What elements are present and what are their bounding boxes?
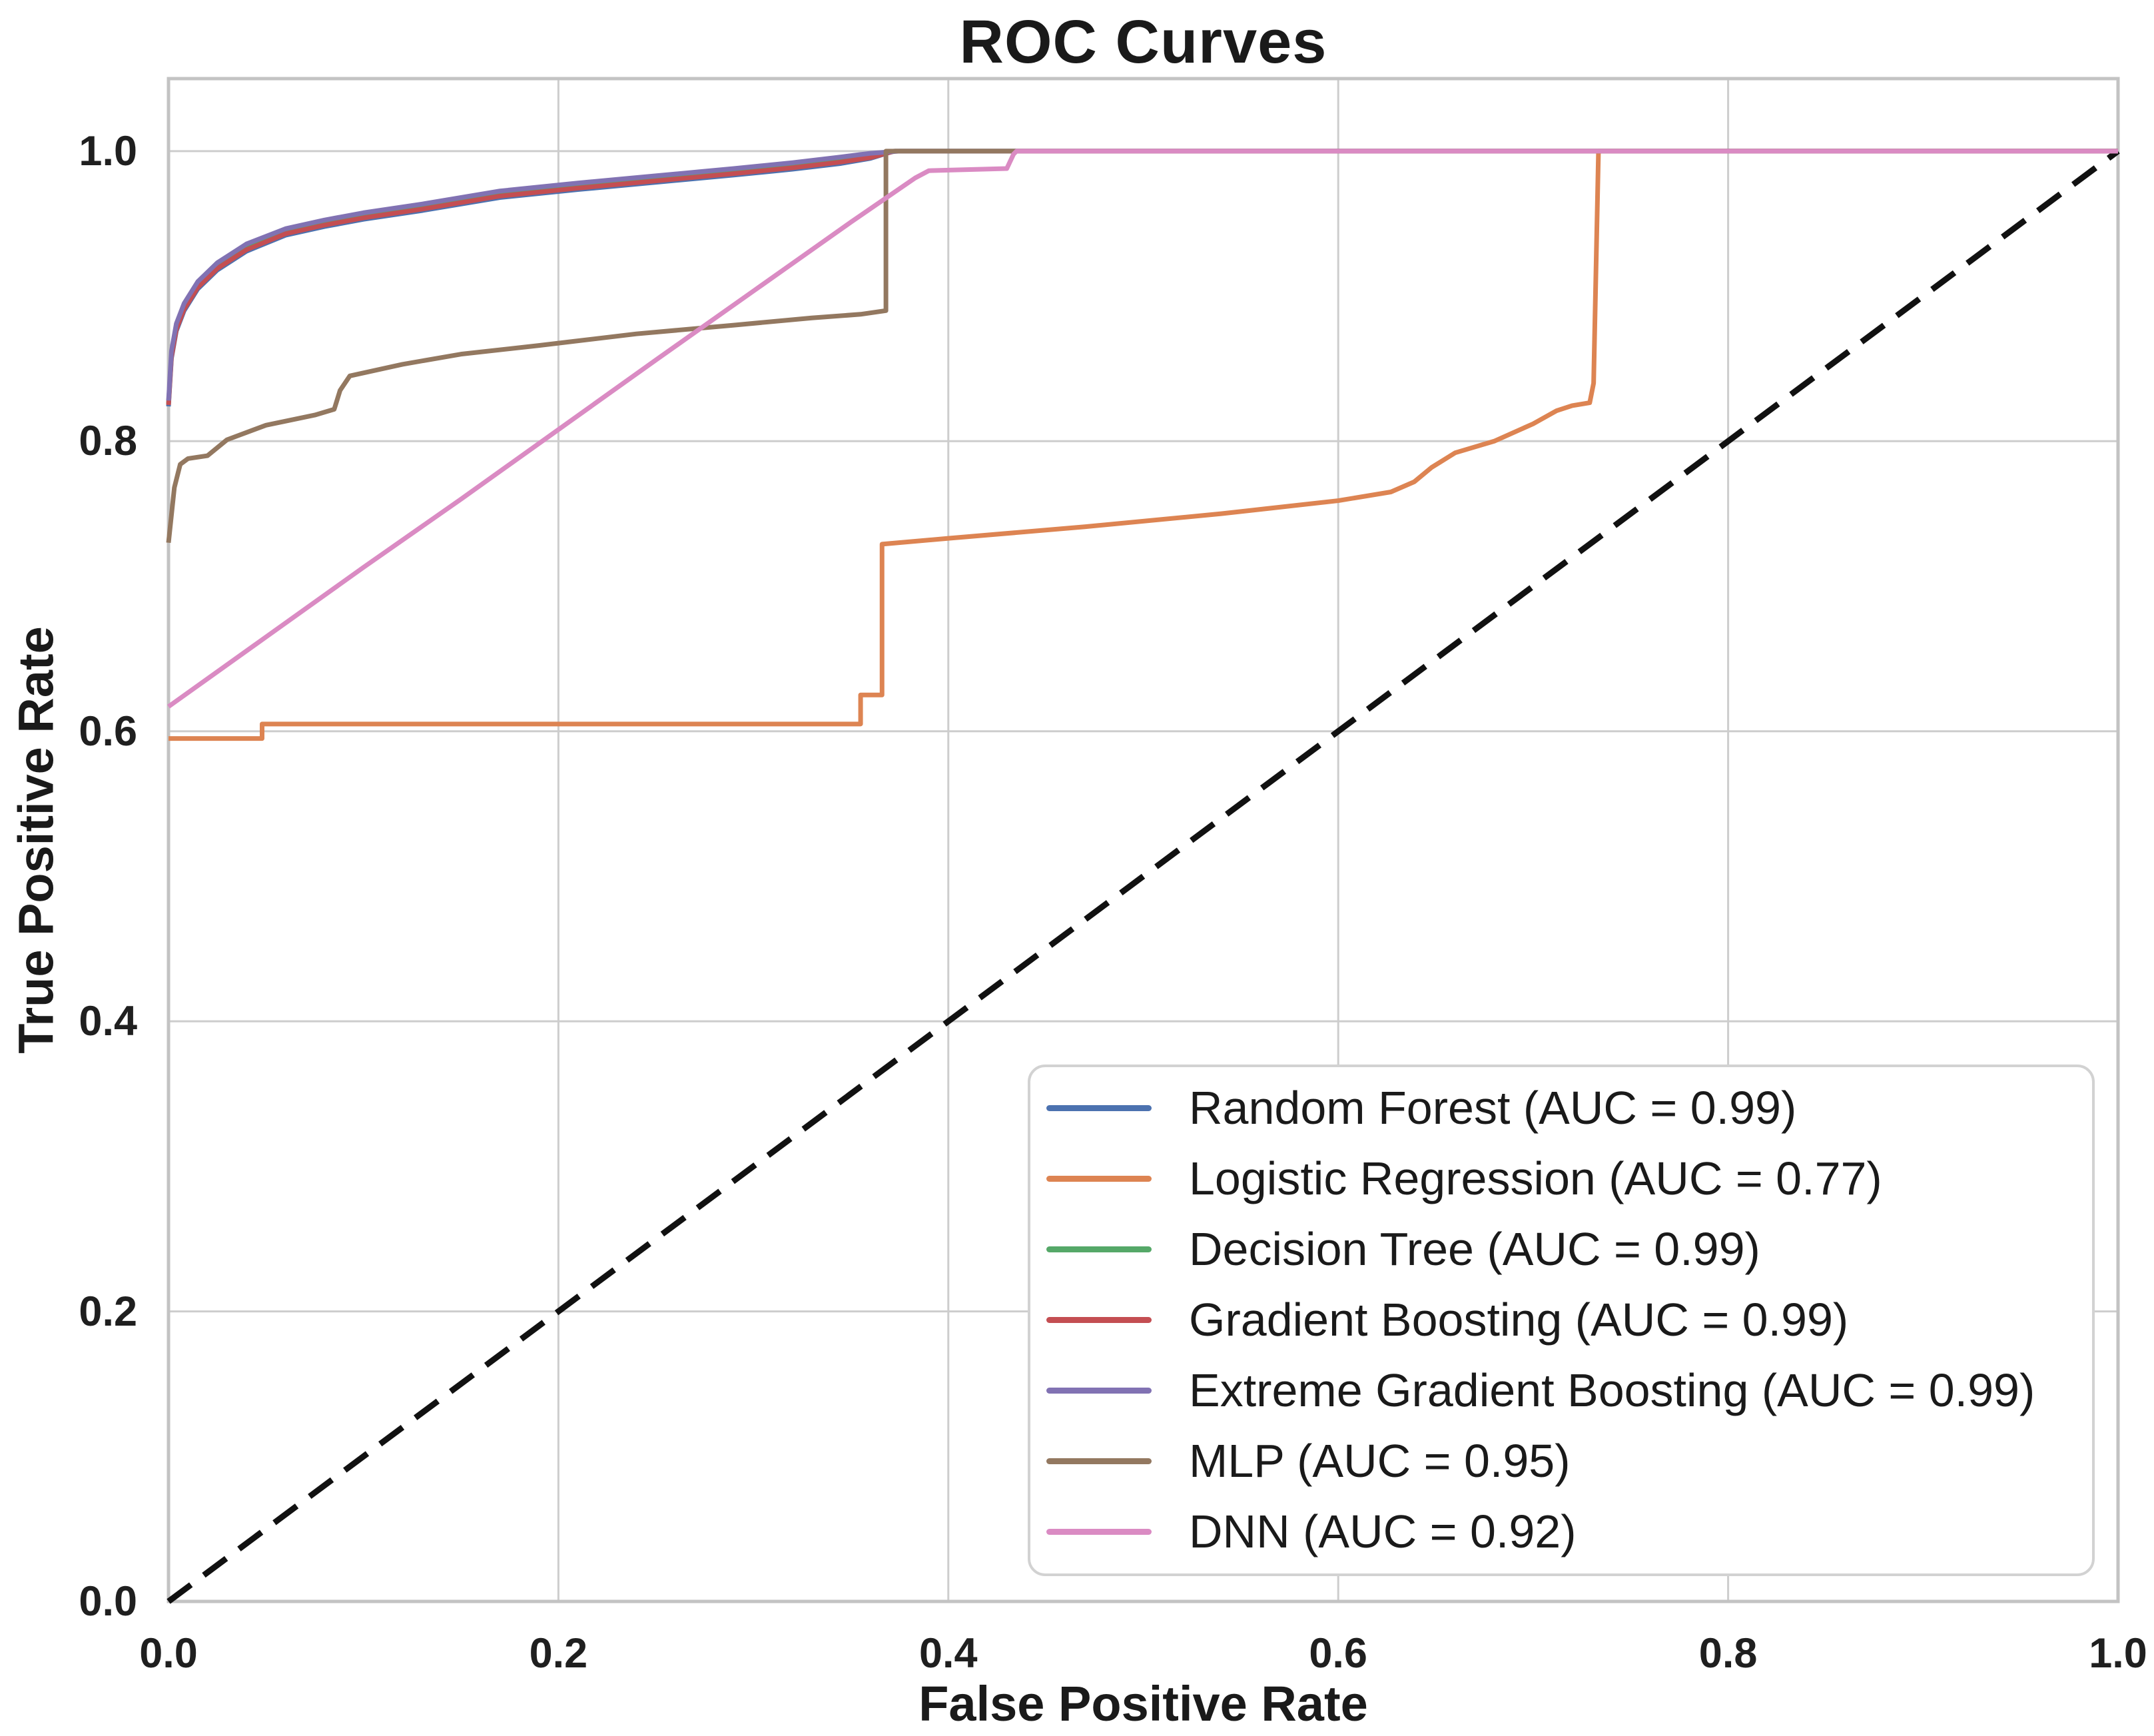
x-tick-label: 0.0 xyxy=(139,1630,198,1677)
legend: Random Forest (AUC = 0.99) Logistic Regre… xyxy=(1028,1065,2095,1576)
legend-label: Extreme Gradient Boosting (AUC = 0.99) xyxy=(1189,1364,2035,1416)
legend-entry-decision-tree: Decision Tree (AUC = 0.99) xyxy=(1030,1214,2092,1284)
x-tick-label: 0.8 xyxy=(1698,1630,1758,1677)
legend-entry-logistic-regression: Logistic Regression (AUC = 0.77) xyxy=(1030,1143,2092,1214)
legend-swatch-extreme-gradient-boosting xyxy=(1046,1387,1152,1394)
legend-swatch-dnn xyxy=(1046,1528,1152,1535)
roc-curve-extreme-gradient-boosting xyxy=(166,149,2118,401)
legend-label: Gradient Boosting (AUC = 0.99) xyxy=(1189,1294,1849,1346)
plot-spines xyxy=(167,77,2120,1603)
x-tick-label: 0.6 xyxy=(1309,1630,1367,1677)
y-axis-label-text: True Positive Rate xyxy=(8,626,64,1054)
legend-swatch-mlp xyxy=(1046,1458,1152,1464)
y-tick-label: 0.0 xyxy=(79,1578,137,1625)
legend-entry-mlp: MLP (AUC = 0.95) xyxy=(1030,1426,2092,1496)
legend-entry-extreme-gradient-boosting: Extreme Gradient Boosting (AUC = 0.99) xyxy=(1030,1355,2092,1426)
roc-curve-logistic-regression xyxy=(169,149,2118,741)
x-axis-label: False Positive Rate xyxy=(918,1676,1368,1731)
y-tick-label: 0.6 xyxy=(79,707,137,755)
legend-label: DNN (AUC = 0.92) xyxy=(1189,1506,1577,1557)
legend-label: Decision Tree (AUC = 0.99) xyxy=(1189,1223,1760,1275)
chart-title: ROC Curves xyxy=(959,8,1327,76)
x-tick-label: 0.2 xyxy=(529,1630,588,1677)
legend-label: Logistic Regression (AUC = 0.77) xyxy=(1189,1152,1882,1204)
y-tick-label: 0.4 xyxy=(79,998,137,1045)
legend-entry-gradient-boosting: Gradient Boosting (AUC = 0.99) xyxy=(1030,1284,2092,1355)
roc-curve-mlp xyxy=(166,149,2118,544)
roc-curve-dnn xyxy=(167,149,2118,709)
legend-swatch-gradient-boosting xyxy=(1046,1316,1152,1323)
legend-swatch-logistic-regression xyxy=(1046,1175,1152,1182)
legend-entry-random-forest: Random Forest (AUC = 0.99) xyxy=(1030,1073,2092,1143)
y-tick-label: 1.0 xyxy=(79,127,137,175)
legend-swatch-random-forest xyxy=(1046,1104,1152,1111)
legend-entry-dnn: DNN (AUC = 0.92) xyxy=(1030,1496,2092,1567)
y-tick-label: 0.8 xyxy=(79,418,137,465)
y-tick-label: 0.2 xyxy=(79,1288,137,1335)
roc-curve-gradient-boosting xyxy=(166,149,2118,406)
x-tick-label: 0.4 xyxy=(919,1630,978,1677)
legend-label: Random Forest (AUC = 0.99) xyxy=(1189,1082,1797,1134)
roc-curve-random-forest xyxy=(166,149,2118,407)
chance-diagonal xyxy=(167,149,2120,1604)
legend-swatch-decision-tree xyxy=(1046,1246,1152,1252)
legend-label: MLP (AUC = 0.95) xyxy=(1189,1435,1571,1487)
x-tick-label: 1.0 xyxy=(2089,1630,2147,1677)
